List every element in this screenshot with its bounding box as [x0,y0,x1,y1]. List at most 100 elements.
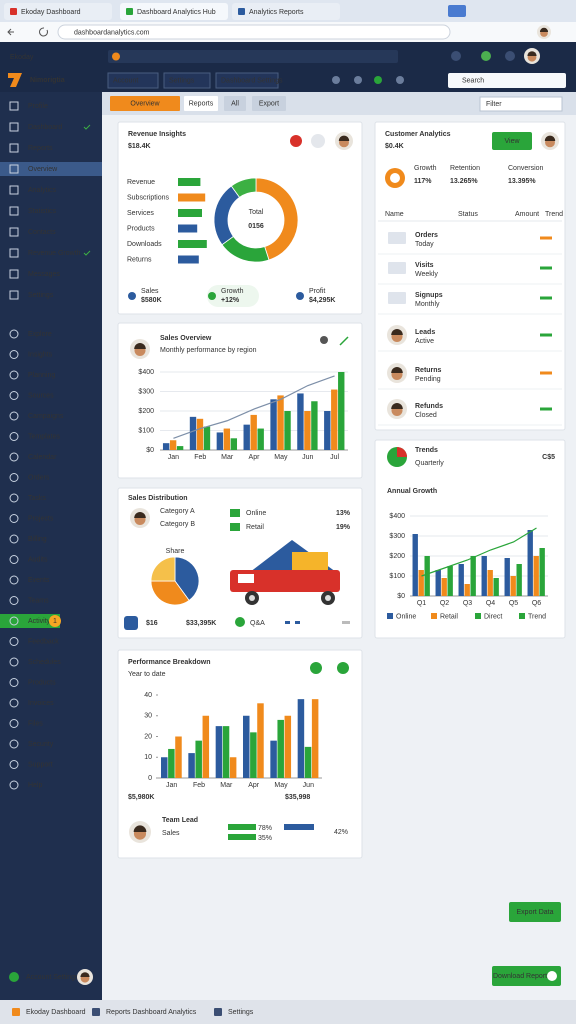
nav-icon [9,596,19,605]
tab-label[interactable]: All [231,100,239,107]
nav-item[interactable]: Teams [28,597,49,604]
tab[interactable] [110,96,180,111]
nav-item[interactable]: Settings [28,292,54,299]
tab-icon [10,8,17,15]
category-name: Category B [160,521,195,528]
search-field[interactable] [448,73,566,88]
bar [493,578,499,596]
stat: 35% [258,835,272,842]
button[interactable] [509,902,561,922]
footer-icon [9,972,19,982]
tab[interactable] [184,96,218,111]
url-text[interactable]: dashboardanalytics.com [74,29,150,36]
nav-item[interactable]: Sources [28,392,54,399]
nav-item[interactable]: Invoices [28,700,54,707]
nav-item[interactable]: Insights [28,351,53,358]
filter-text[interactable]: Filter [486,101,502,108]
stat-label: Retention [450,165,480,172]
menu-label[interactable]: Settings [169,77,195,84]
nav-item[interactable]: Overview [28,166,58,173]
x-tick-label: Jul [330,454,339,461]
nav-reload[interactable] [39,27,48,37]
nav-item[interactable]: Support [28,761,53,768]
nav-icon [9,101,19,111]
tab-title[interactable]: Ekoday Dashboard [21,9,81,16]
nav-item[interactable]: Revenue Growth [28,250,81,257]
button-label[interactable]: Export Data [517,909,554,916]
row-name: Orders [415,232,438,239]
nav-item[interactable]: Activity [28,618,51,625]
person-name: Team Lead [162,817,198,824]
nav-item[interactable]: Profile [28,103,48,110]
nav-item[interactable]: Statistics [28,208,57,215]
filter-field[interactable] [479,96,563,112]
icon [337,662,349,674]
browser-tab[interactable] [232,3,340,20]
task-label[interactable]: Ekoday Dashboard [26,1009,86,1016]
footer-link[interactable]: Q&A [250,620,265,627]
stat-value: $4,295K [309,297,335,304]
nav-item[interactable]: Products [28,679,56,686]
tab-label[interactable]: Reports [189,100,214,107]
nav-item[interactable]: Schedules [28,659,61,666]
avatar-hair [544,135,556,141]
column-header: Name [385,211,404,218]
window-button[interactable] [448,5,466,17]
nav-icon [9,411,19,421]
menu[interactable] [107,72,159,89]
nav-item[interactable]: Templates [28,433,60,440]
nav-item[interactable]: Feedback [28,638,59,645]
nav-item[interactable]: Messages [28,271,60,278]
tab-title[interactable]: Analytics Reports [249,9,304,16]
row-name: Signups [415,292,443,299]
nav-icon [9,227,19,237]
x-tick-label: Q3 [463,600,472,607]
nav-item[interactable]: Reports [28,145,53,152]
nav-item[interactable]: Files [28,720,43,727]
nav-item[interactable]: Calendar [28,454,57,461]
button-label[interactable]: Download Report [493,973,547,980]
nav-item[interactable]: Help [28,782,43,789]
task-label[interactable]: Reports Dashboard Analytics [106,1009,197,1016]
task-label[interactable]: Settings [228,1009,254,1016]
menu[interactable] [215,72,279,89]
nav-back[interactable] [7,28,14,36]
nav-item[interactable]: Tasks [28,495,46,502]
browser-tab[interactable] [120,3,228,20]
menu-label[interactable]: Account [113,77,138,84]
button[interactable] [492,966,561,986]
nav-item[interactable]: Events [28,577,50,584]
tab-label[interactable]: Overview [130,100,160,107]
account-link[interactable]: Account Settings [26,974,79,981]
menu[interactable] [163,72,211,89]
nav-item[interactable]: Dashboard [28,124,62,131]
nav-item[interactable]: Audits [28,556,48,563]
nav-item[interactable]: Explore [28,331,52,338]
x-tick-label: Q2 [440,600,449,607]
row-icon [388,262,406,274]
browser-tab[interactable] [4,3,112,20]
button-label[interactable]: View [504,138,520,145]
nav-item[interactable]: Billing [28,536,47,543]
y-tick-label: $300 [389,533,405,540]
taskbar [0,1000,576,1024]
menu-label[interactable]: Dashboard Settings [221,77,283,84]
nav-item[interactable]: Analytics [28,187,57,194]
nav-icon [9,555,19,564]
nav-item[interactable]: Projects [28,515,54,522]
card-title: Sales Overview [160,335,212,342]
tab[interactable] [224,96,246,111]
search-text[interactable]: Search [462,77,484,84]
tab-label[interactable]: Export [259,100,279,107]
tab[interactable] [252,96,286,111]
category-name: Category A [160,508,195,515]
nav-item[interactable]: Contacts [28,229,56,236]
nav-item[interactable]: Orders [28,474,50,481]
url-field[interactable] [57,24,451,40]
button[interactable] [492,132,532,150]
nav-item[interactable]: Planning [28,372,55,379]
nav-item[interactable]: Security [28,741,54,748]
nav-item[interactable]: Campaigns [28,413,64,420]
tab-title[interactable]: Dashboard Analytics Hub [137,9,216,16]
bar [504,558,510,596]
